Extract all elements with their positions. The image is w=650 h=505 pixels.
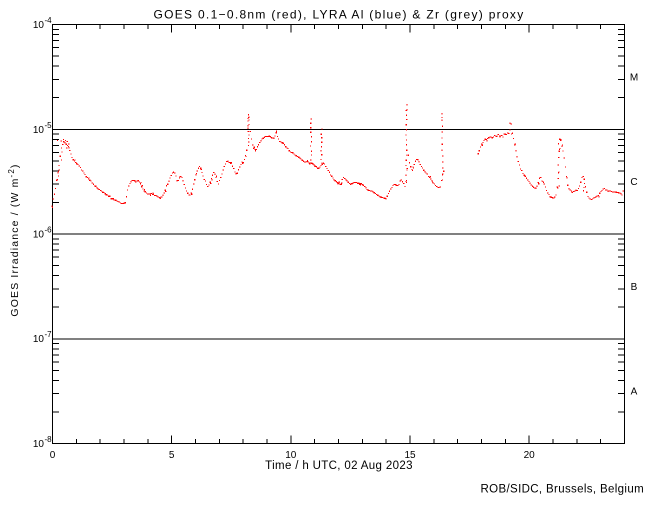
svg-text:-5: -5 (45, 121, 53, 130)
svg-text:10: 10 (33, 334, 45, 345)
svg-text:C: C (630, 177, 637, 188)
svg-text:GOES Irradiance / (W m-2): GOES Irradiance / (W m-2) (7, 163, 21, 316)
svg-text:A: A (631, 387, 638, 398)
svg-text:0: 0 (50, 450, 56, 461)
svg-text:Time / h UTC, 02 Aug 2023: Time / h UTC, 02 Aug 2023 (265, 460, 413, 472)
svg-text:GOES 0.1−0.8nm (red), LYRA Al: GOES 0.1−0.8nm (red), LYRA Al (blue) & Z… (153, 8, 524, 22)
svg-text:20: 20 (524, 450, 536, 461)
svg-text:10: 10 (285, 450, 297, 461)
svg-text:-6: -6 (45, 226, 53, 235)
svg-text:M: M (630, 72, 638, 83)
svg-text:10: 10 (33, 20, 45, 31)
svg-text:10: 10 (33, 439, 45, 450)
svg-text:B: B (631, 282, 638, 293)
svg-text:10: 10 (33, 230, 45, 241)
svg-text:-8: -8 (45, 435, 53, 444)
svg-text:-4: -4 (45, 16, 53, 25)
svg-text:15: 15 (404, 450, 416, 461)
svg-text:-7: -7 (45, 330, 53, 339)
svg-text:5: 5 (169, 450, 175, 461)
svg-text:10: 10 (33, 125, 45, 136)
svg-text:ROB/SIDC, Brussels, Belgium: ROB/SIDC, Brussels, Belgium (481, 484, 644, 496)
